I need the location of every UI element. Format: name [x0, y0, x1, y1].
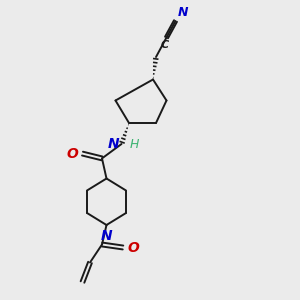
Text: H: H [130, 137, 139, 151]
Text: N: N [178, 6, 188, 19]
Text: O: O [66, 147, 78, 160]
Text: N: N [101, 229, 112, 243]
Text: O: O [128, 241, 139, 254]
Text: N: N [107, 137, 119, 151]
Text: C: C [161, 40, 169, 50]
